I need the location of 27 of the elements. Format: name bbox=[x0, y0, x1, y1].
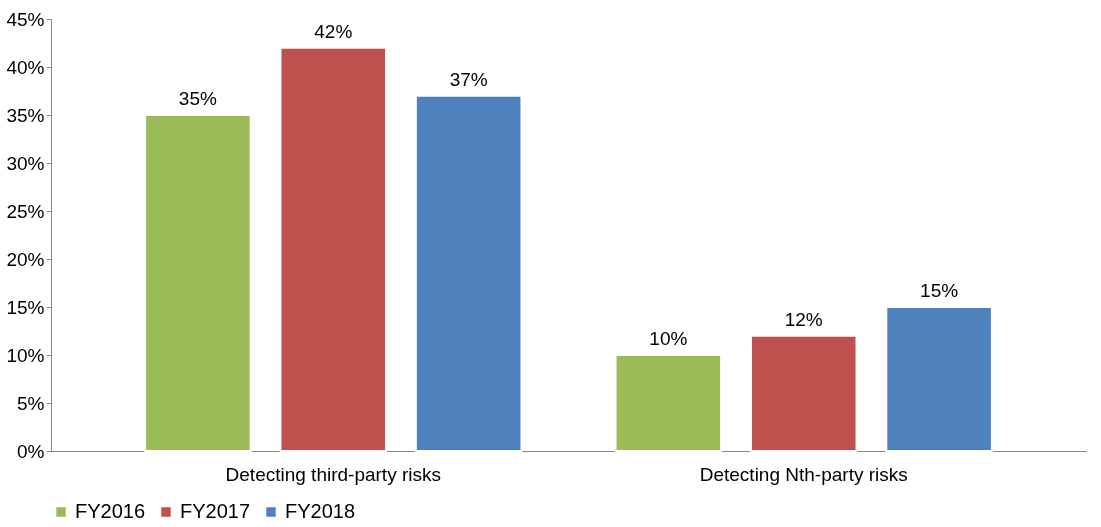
y-tick-label: 45% bbox=[6, 8, 45, 30]
y-tick-label: 40% bbox=[6, 56, 45, 78]
data-label: 37% bbox=[449, 68, 488, 90]
bar bbox=[279, 46, 388, 452]
legend-label: FY2017 bbox=[180, 500, 251, 522]
data-label: 35% bbox=[178, 88, 218, 109]
y-tick-label: 20% bbox=[6, 248, 45, 270]
bar bbox=[414, 94, 523, 452]
x-tick-label: Detecting Nth-party risks bbox=[699, 463, 908, 485]
data-label: 42% bbox=[314, 20, 353, 42]
legend-label: FY2016 bbox=[75, 500, 146, 522]
bar bbox=[614, 354, 723, 452]
bar bbox=[749, 334, 858, 452]
data-label: 10% bbox=[649, 328, 688, 349]
y-tick-label: 0% bbox=[17, 440, 45, 462]
bar bbox=[885, 306, 993, 452]
y-tick-label: 10% bbox=[6, 344, 45, 366]
legend-label: FY2018 bbox=[285, 500, 356, 522]
y-tick-label: 30% bbox=[6, 152, 45, 174]
x-tick-label: Detecting third-party risks bbox=[225, 463, 441, 485]
y-tick-label: 5% bbox=[17, 392, 45, 414]
bar bbox=[144, 114, 252, 452]
y-tick-label: 35% bbox=[6, 104, 45, 126]
data-label: 15% bbox=[920, 280, 959, 301]
y-tick-label: 15% bbox=[6, 296, 45, 318]
y-tick-label: 25% bbox=[6, 200, 45, 222]
data-label: 12% bbox=[784, 308, 823, 330]
